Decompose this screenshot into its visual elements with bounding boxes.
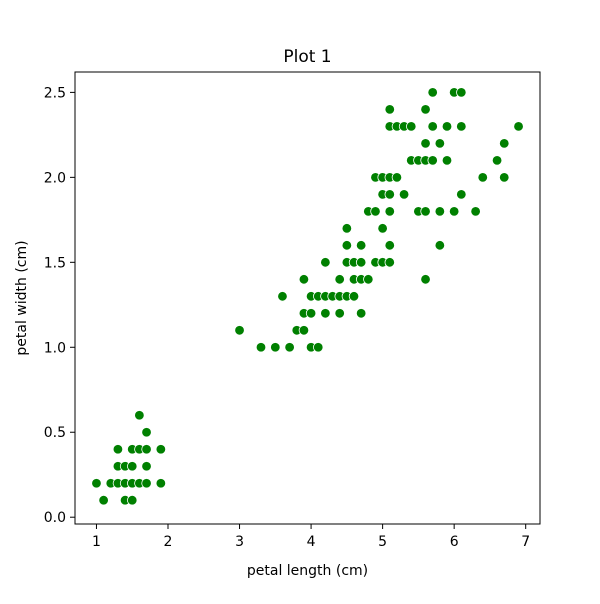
data-point — [434, 138, 446, 149]
x-tick-label: 6 — [450, 534, 459, 550]
y-axis: 0.0 0.5 1.0 1.5 2.0 2.5 — [44, 85, 75, 526]
data-point — [255, 342, 267, 353]
data-point — [448, 206, 460, 217]
data-point — [355, 308, 367, 319]
y-tick-label: 2.0 — [44, 170, 66, 186]
data-point — [234, 325, 245, 336]
data-point — [491, 155, 503, 166]
data-point — [441, 121, 453, 132]
data-point — [441, 155, 453, 166]
data-point — [384, 189, 395, 200]
data-point — [305, 308, 317, 319]
data-point — [406, 121, 417, 132]
x-tick-label: 3 — [235, 534, 244, 550]
data-point — [155, 478, 167, 489]
x-tick-label: 2 — [164, 534, 173, 550]
data-point — [477, 172, 488, 183]
x-tick-label: 5 — [378, 534, 387, 550]
y-tick-label: 2.5 — [44, 85, 66, 101]
data-point — [155, 444, 167, 455]
data-point — [141, 461, 152, 472]
y-tick-label: 1.0 — [44, 340, 66, 356]
data-point — [499, 172, 510, 183]
data-point — [127, 461, 138, 472]
data-point — [370, 206, 381, 217]
points-layer — [91, 87, 524, 506]
data-point — [298, 274, 310, 285]
data-point — [334, 308, 345, 319]
data-point — [420, 104, 431, 115]
data-point — [384, 240, 395, 251]
data-point — [434, 206, 446, 217]
data-point — [420, 138, 431, 149]
x-tick-label: 4 — [307, 534, 316, 550]
data-point — [499, 138, 510, 149]
data-point — [141, 478, 152, 489]
data-point — [420, 206, 431, 217]
y-axis-label: petal width (cm) — [14, 240, 30, 355]
data-point — [391, 172, 403, 183]
data-point — [434, 240, 446, 251]
data-point — [420, 274, 431, 285]
data-point — [141, 427, 152, 438]
x-tick-label: 7 — [521, 534, 530, 550]
data-point — [112, 444, 124, 455]
data-point — [384, 104, 395, 115]
data-point — [320, 257, 331, 268]
y-tick-label: 0.0 — [44, 510, 66, 526]
data-point — [456, 189, 467, 200]
data-point — [348, 291, 360, 302]
data-point — [456, 87, 467, 98]
data-point — [298, 325, 310, 336]
data-point — [384, 257, 395, 268]
data-point — [427, 87, 438, 98]
chart-title: Plot 1 — [283, 47, 331, 67]
data-point — [284, 342, 295, 353]
data-point — [313, 342, 324, 353]
data-point — [134, 410, 145, 421]
data-point — [470, 206, 481, 217]
data-point — [270, 342, 281, 353]
data-point — [377, 223, 388, 234]
data-point — [355, 240, 367, 251]
y-tick-label: 0.5 — [44, 425, 66, 441]
data-point — [427, 121, 438, 132]
x-axis-label: petal length (cm) — [247, 563, 368, 579]
data-point — [456, 121, 467, 132]
data-point — [341, 223, 353, 234]
data-point — [334, 274, 345, 285]
x-axis: 1 2 3 4 5 6 7 — [92, 524, 530, 550]
data-point — [127, 495, 138, 506]
data-point — [320, 308, 331, 319]
data-point — [98, 495, 109, 506]
plot-frame — [74, 71, 541, 525]
data-point — [277, 291, 288, 302]
data-point — [384, 206, 395, 217]
x-tick-label: 1 — [92, 534, 101, 550]
data-point — [427, 155, 438, 166]
data-point — [513, 121, 524, 132]
data-point — [91, 478, 102, 489]
data-point — [398, 189, 410, 200]
data-point — [363, 274, 374, 285]
data-point — [141, 444, 152, 455]
y-tick-label: 1.5 — [44, 255, 66, 271]
data-point — [341, 240, 353, 251]
data-point — [355, 257, 367, 268]
